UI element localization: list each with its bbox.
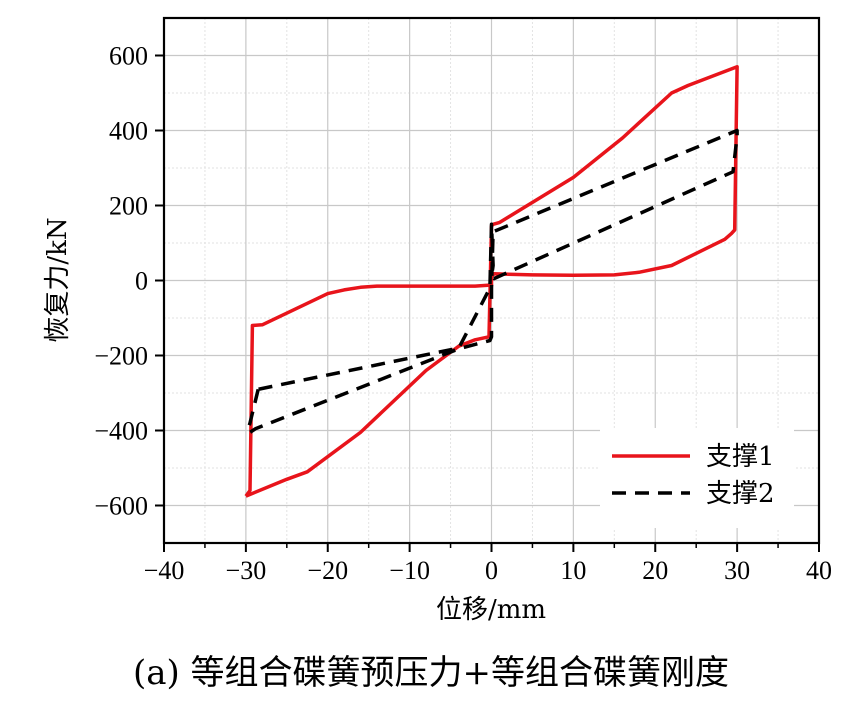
x-tick-label: 20 (642, 556, 668, 585)
legend-box (600, 428, 794, 528)
y-axis-title: 恢复力/kN (43, 217, 73, 342)
x-tick-label: −30 (226, 556, 267, 585)
x-tick-label: 40 (806, 556, 832, 585)
x-tick-label: −10 (389, 556, 430, 585)
series-line-1 (244, 65, 739, 498)
y-tick-label: 600 (109, 42, 148, 71)
y-tick-label: 400 (109, 117, 148, 146)
y-tick-label: −400 (94, 417, 148, 446)
y-tick-label: −600 (94, 492, 148, 521)
y-tick-label: 0 (135, 267, 148, 296)
legend-label-series-2: 支撑2 (706, 479, 775, 509)
series-layer (244, 65, 739, 498)
figure-caption: (a) 等组合碟簧预压力+等组合碟簧刚度 (132, 653, 730, 693)
x-tick-label: 30 (724, 556, 750, 585)
x-tick-label: 0 (485, 556, 498, 585)
legend-label-series-1: 支撑1 (706, 442, 775, 472)
x-tick-label: −40 (144, 556, 185, 585)
y-tick-label: −200 (94, 342, 148, 371)
x-tick-label: 10 (560, 556, 586, 585)
hysteresis-chart: −40 −30 −20 −10 0 10 20 30 40 −600 −400 −200 0 200 400… (43, 16, 832, 625)
axis-ticks: −40 −30 −20 −10 0 10 20 30 40 −600 −400 −200 0 200 400… (94, 42, 832, 586)
series-line-2 (245, 128, 739, 435)
x-tick-label: −20 (307, 556, 348, 585)
x-axis-title: 位移/mm (436, 595, 546, 625)
y-tick-label: 200 (109, 192, 148, 221)
legend: 支撑1 支撑2 (600, 428, 794, 528)
